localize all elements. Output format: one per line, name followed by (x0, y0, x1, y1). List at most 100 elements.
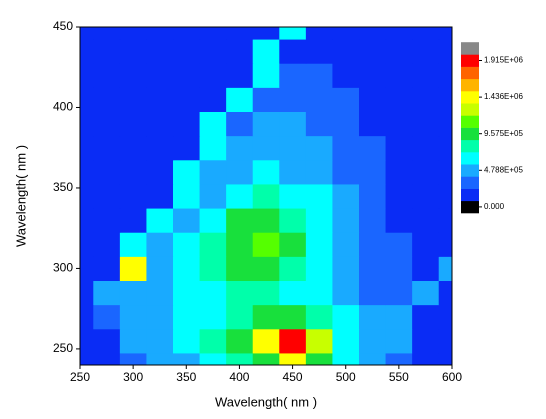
contour-cell (359, 27, 387, 40)
contour-cell (385, 304, 413, 330)
contour-cell (80, 111, 94, 137)
contour-cell (226, 87, 254, 112)
contour-cell (359, 111, 387, 137)
contour-cell (385, 208, 413, 233)
x-tick-label: 500 (336, 370, 356, 384)
colorbar: 1.915E+06 1.436E+06 9.575E+05 4.788E+05 0.00… (461, 42, 523, 214)
contour-cell (359, 39, 387, 64)
contour-cell (385, 183, 413, 209)
contour-cell (359, 208, 387, 233)
y-tick-label: 300 (53, 261, 73, 275)
contour-cell (80, 159, 94, 185)
x-tick-label: 300 (123, 370, 143, 384)
contour-cell (146, 87, 174, 112)
contour-cell (385, 135, 413, 161)
contour-cell (332, 280, 360, 306)
contour-cell (305, 304, 333, 330)
x-tick-label: 400 (229, 370, 249, 384)
contour-cell (412, 280, 440, 306)
contour-cell (226, 208, 254, 233)
contour-cell (438, 135, 453, 161)
contour-cell (119, 208, 147, 233)
y-axis-title: Wavelength( nm ) (13, 145, 28, 247)
contour-cell (119, 87, 147, 112)
contour-cell (305, 27, 333, 40)
contour-cell (359, 87, 387, 112)
contour-cell (80, 232, 94, 257)
contour-cell (119, 27, 147, 40)
contour-cell (412, 135, 440, 161)
contour-cell (385, 87, 413, 112)
contour-cell (252, 111, 280, 137)
contour-cell (173, 135, 201, 161)
contour-cell (359, 63, 387, 88)
contour-cell (146, 39, 174, 64)
contour-cell (226, 135, 254, 161)
colorbar-box (461, 66, 479, 80)
contour-cell (146, 328, 174, 354)
contour-cell (438, 27, 453, 40)
contour-cell (279, 87, 307, 112)
contour-cell (80, 183, 94, 209)
colorbar-box (461, 91, 479, 104)
contour-cell (412, 232, 440, 257)
contour-cell (80, 39, 94, 64)
contour-cell (359, 183, 387, 209)
colorbar-box (461, 164, 479, 177)
contour-cell (93, 39, 121, 64)
contour-cell (199, 63, 227, 88)
contour-cell (332, 256, 360, 281)
x-tick-label: 350 (176, 370, 196, 384)
contour-cell (226, 63, 254, 88)
contour-cell (252, 232, 280, 257)
contour-cell (146, 208, 174, 233)
contour-cell (80, 135, 94, 161)
contour-cell (332, 39, 360, 64)
contour-cell (438, 63, 453, 88)
contour-cell (173, 111, 201, 137)
contour-cell (359, 328, 387, 354)
contour-cell (93, 63, 121, 88)
contour-cell (199, 87, 227, 112)
contour-cell (438, 111, 453, 137)
contour-cell (305, 256, 333, 281)
contour-cell (252, 208, 280, 233)
contour-cell (332, 135, 360, 161)
contour-cell (359, 256, 387, 281)
contour-cell (412, 159, 440, 185)
y-tick-label: 350 (53, 180, 73, 194)
contour-cell (119, 256, 147, 281)
contour-cell (146, 352, 174, 366)
contour-cell (93, 328, 121, 354)
contour-cell (226, 256, 254, 281)
contour-cell (252, 256, 280, 281)
contour-cell (305, 135, 333, 161)
contour-cell (438, 280, 453, 306)
contour-cell (199, 352, 227, 366)
contour-cell (438, 183, 453, 209)
contour-cell (93, 87, 121, 112)
contour-cell (332, 63, 360, 88)
contour-cell (385, 27, 413, 40)
contour-cell (385, 328, 413, 354)
contour-cell (226, 39, 254, 64)
contour-cell (252, 159, 280, 185)
plot-frame (79, 26, 453, 366)
contour-cell (226, 159, 254, 185)
contour-cell (146, 232, 174, 257)
contour-cell (438, 328, 453, 354)
contour-cell (173, 232, 201, 257)
contour-cell (119, 159, 147, 185)
contour-cell (305, 159, 333, 185)
contour-cell (279, 159, 307, 185)
contour-cell (412, 39, 440, 64)
contour-cell (412, 111, 440, 137)
contour-cell (438, 304, 453, 330)
contour-cell (173, 352, 201, 366)
contour-cell (119, 304, 147, 330)
contour-cell (332, 159, 360, 185)
contour-cell (199, 135, 227, 161)
contour-cell (146, 63, 174, 88)
contour-cell (119, 63, 147, 88)
contour-cell (93, 111, 121, 137)
